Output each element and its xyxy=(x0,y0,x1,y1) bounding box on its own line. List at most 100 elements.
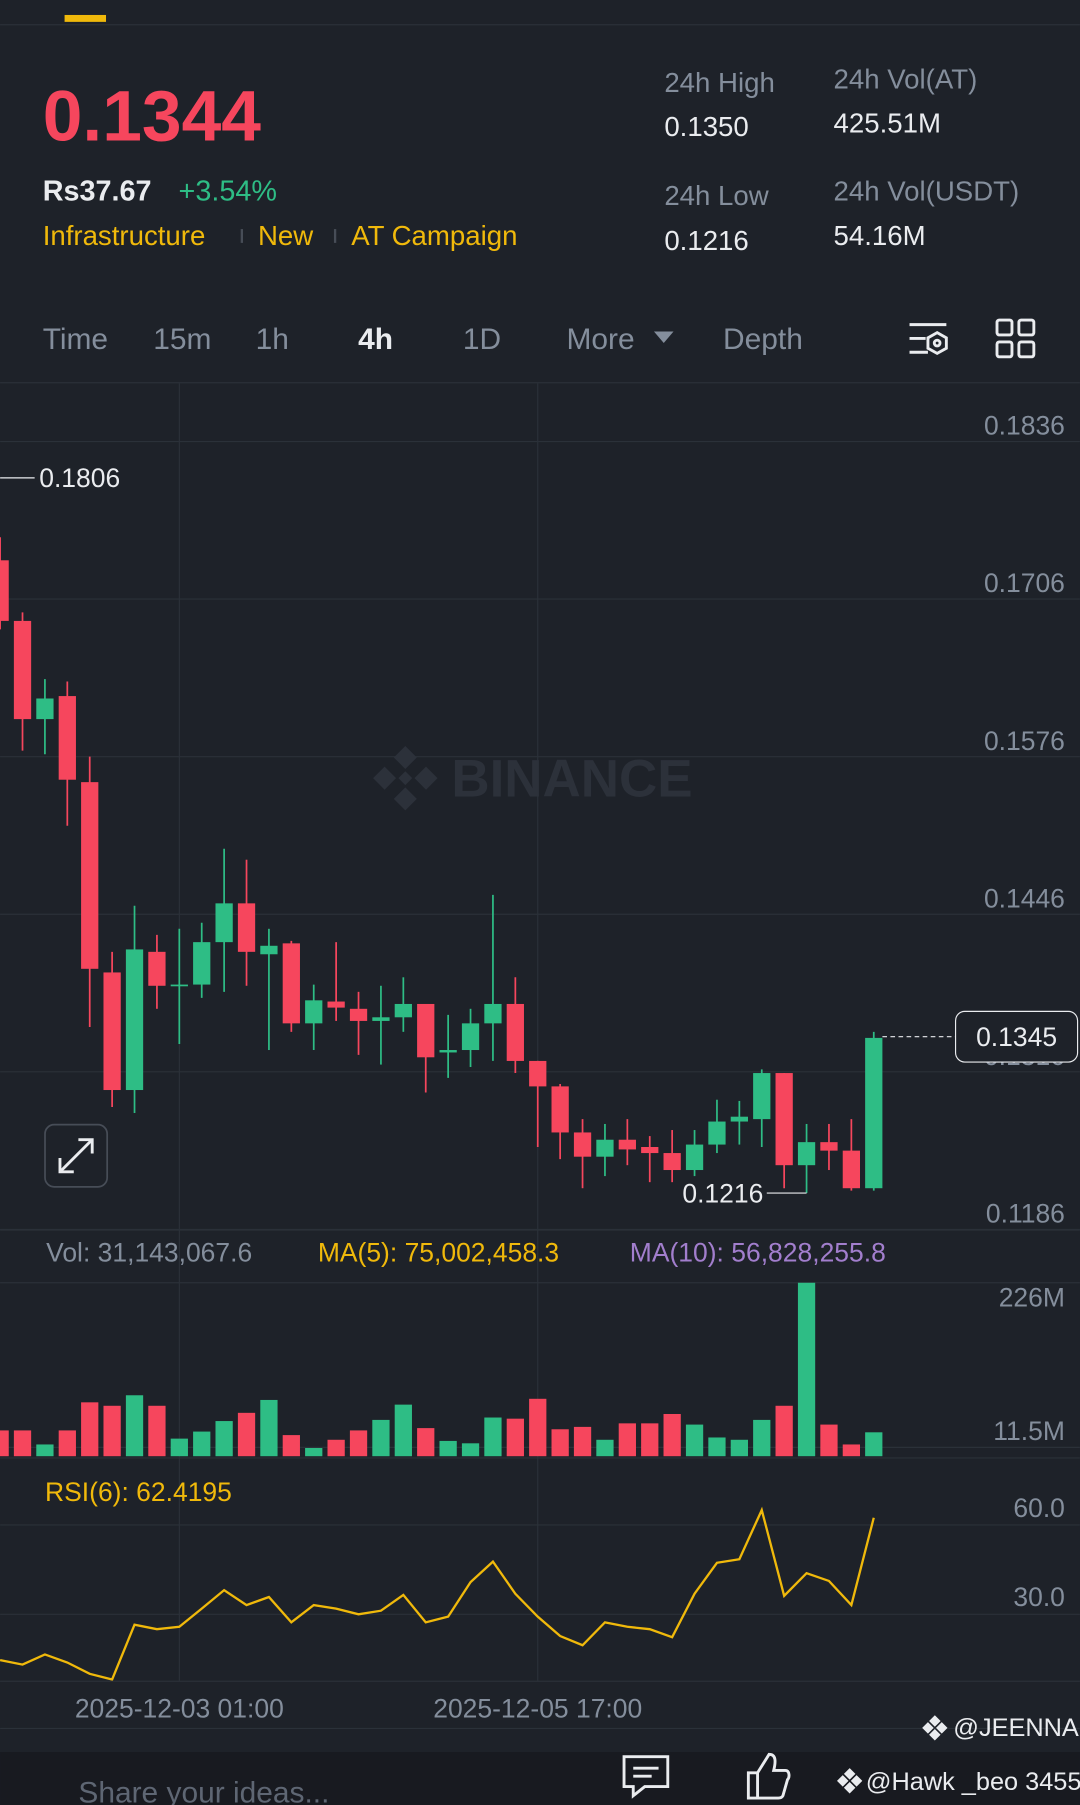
y-tick-label: 0.1836 xyxy=(984,411,1065,441)
candle-body xyxy=(573,1132,592,1157)
interval-tabs: Time 15m 1h 4h 1D More Depth xyxy=(43,323,803,356)
candle-body xyxy=(842,1150,860,1189)
settings-icon[interactable] xyxy=(909,323,948,356)
volume-bar xyxy=(461,1443,480,1457)
candle-body xyxy=(820,1142,838,1151)
comment-input[interactable]: Share your ideas... xyxy=(78,1777,329,1805)
candle-body xyxy=(797,1142,816,1166)
volume-bar xyxy=(753,1419,771,1457)
volume-bar xyxy=(439,1440,457,1457)
volume-bar xyxy=(103,1405,121,1457)
candle-body xyxy=(58,696,76,780)
interval-tab[interactable]: Time xyxy=(43,323,108,356)
volume-bar xyxy=(170,1438,188,1457)
tag-separator xyxy=(240,229,244,243)
interval-tab[interactable]: More xyxy=(566,323,634,356)
y-tick-label: 60.0 xyxy=(1013,1493,1065,1523)
volume-bar xyxy=(506,1418,524,1457)
candle-body xyxy=(282,943,300,1024)
candle-body xyxy=(215,903,233,943)
volume-bar xyxy=(394,1404,412,1457)
high-marker-label: 0.1806 xyxy=(39,463,120,493)
dropdown-arrow xyxy=(653,331,674,344)
candle-body xyxy=(730,1116,748,1122)
volume-bar xyxy=(529,1398,547,1457)
comment-icon[interactable] xyxy=(622,1755,670,1799)
rsi-title: RSI(6): 62.4195 xyxy=(45,1477,232,1507)
watermark-text: BINANCE xyxy=(451,750,692,809)
volume-bar xyxy=(36,1444,54,1457)
layout-icon[interactable] xyxy=(995,318,1036,359)
candle-body xyxy=(596,1139,614,1157)
candle-body xyxy=(417,1003,435,1058)
candle-body xyxy=(775,1073,793,1166)
stat-label: 24h High xyxy=(664,67,775,98)
tab-indicator xyxy=(64,14,107,22)
candle-body xyxy=(753,1073,771,1120)
volume-bar xyxy=(596,1439,614,1457)
volume-bar xyxy=(417,1428,435,1457)
volume-bar xyxy=(484,1417,502,1457)
low-marker-label: 0.1216 xyxy=(682,1178,763,1208)
interval-tab[interactable]: Depth xyxy=(723,323,803,356)
volume-bar xyxy=(237,1412,256,1457)
candle-body xyxy=(506,1003,524,1061)
x-tick-label: 2025-12-03 01:00 xyxy=(75,1694,284,1724)
volume-bar xyxy=(730,1439,748,1457)
candle-body xyxy=(708,1121,726,1145)
rsi-pane: 60.0 30.0 xyxy=(0,1493,1080,1681)
volume-bar xyxy=(327,1439,345,1457)
stat-label: 24h Vol(USDT) xyxy=(834,175,1020,206)
volume-bar xyxy=(260,1399,278,1457)
volume-bar xyxy=(349,1430,368,1457)
candle-body xyxy=(663,1153,681,1171)
candle-body xyxy=(349,1008,368,1021)
tag[interactable]: AT Campaign xyxy=(351,220,517,251)
volume-bar xyxy=(618,1423,636,1457)
y-tick-label: 30.0 xyxy=(1013,1582,1065,1612)
y-tick-label: 0.1186 xyxy=(986,1199,1065,1229)
stat-value: 425.51M xyxy=(834,107,941,138)
tag[interactable]: New xyxy=(258,220,313,251)
fullscreen-button[interactable] xyxy=(44,1123,109,1188)
candle-body xyxy=(103,972,121,1091)
volume-bar xyxy=(708,1437,726,1457)
like-icon[interactable] xyxy=(746,1752,791,1800)
volume-bar xyxy=(865,1432,883,1457)
last-price-label: 0.1345 xyxy=(976,1022,1057,1052)
y-tick-label: 0.1446 xyxy=(984,883,1065,913)
candle-body xyxy=(260,945,278,955)
last-price-box xyxy=(954,1010,1079,1063)
volume-bar xyxy=(148,1405,166,1457)
price-change: +3.54% xyxy=(179,175,277,207)
interval-tab[interactable]: 4h xyxy=(358,323,393,356)
credit-logo xyxy=(836,1715,948,1794)
candle-body xyxy=(484,1003,502,1024)
candle-body xyxy=(865,1037,883,1189)
stat-label: 24h Low xyxy=(664,180,768,211)
candle-body xyxy=(305,1000,323,1024)
fiat-price: Rs37.67 xyxy=(43,175,152,207)
candle-body xyxy=(193,942,211,985)
interval-tab[interactable]: 1h xyxy=(256,323,289,356)
volume-bar xyxy=(13,1430,32,1457)
interval-tab[interactable]: 15m xyxy=(153,323,211,356)
candles xyxy=(0,537,883,1194)
volume-bar xyxy=(0,1430,9,1457)
volume-bar xyxy=(573,1426,592,1457)
tag-separator xyxy=(333,229,337,243)
candle-body xyxy=(125,949,144,1091)
interval-tab[interactable]: 1D xyxy=(463,323,501,356)
tag[interactable]: Infrastructure xyxy=(43,220,206,251)
volume-bar xyxy=(125,1395,144,1457)
candle-body xyxy=(685,1144,704,1171)
candle-body xyxy=(148,951,166,986)
stat-label: 24h Vol(AT) xyxy=(834,64,978,95)
volume-bar xyxy=(215,1421,233,1457)
volume-bar xyxy=(641,1423,659,1457)
comment-bar xyxy=(0,1752,1080,1805)
